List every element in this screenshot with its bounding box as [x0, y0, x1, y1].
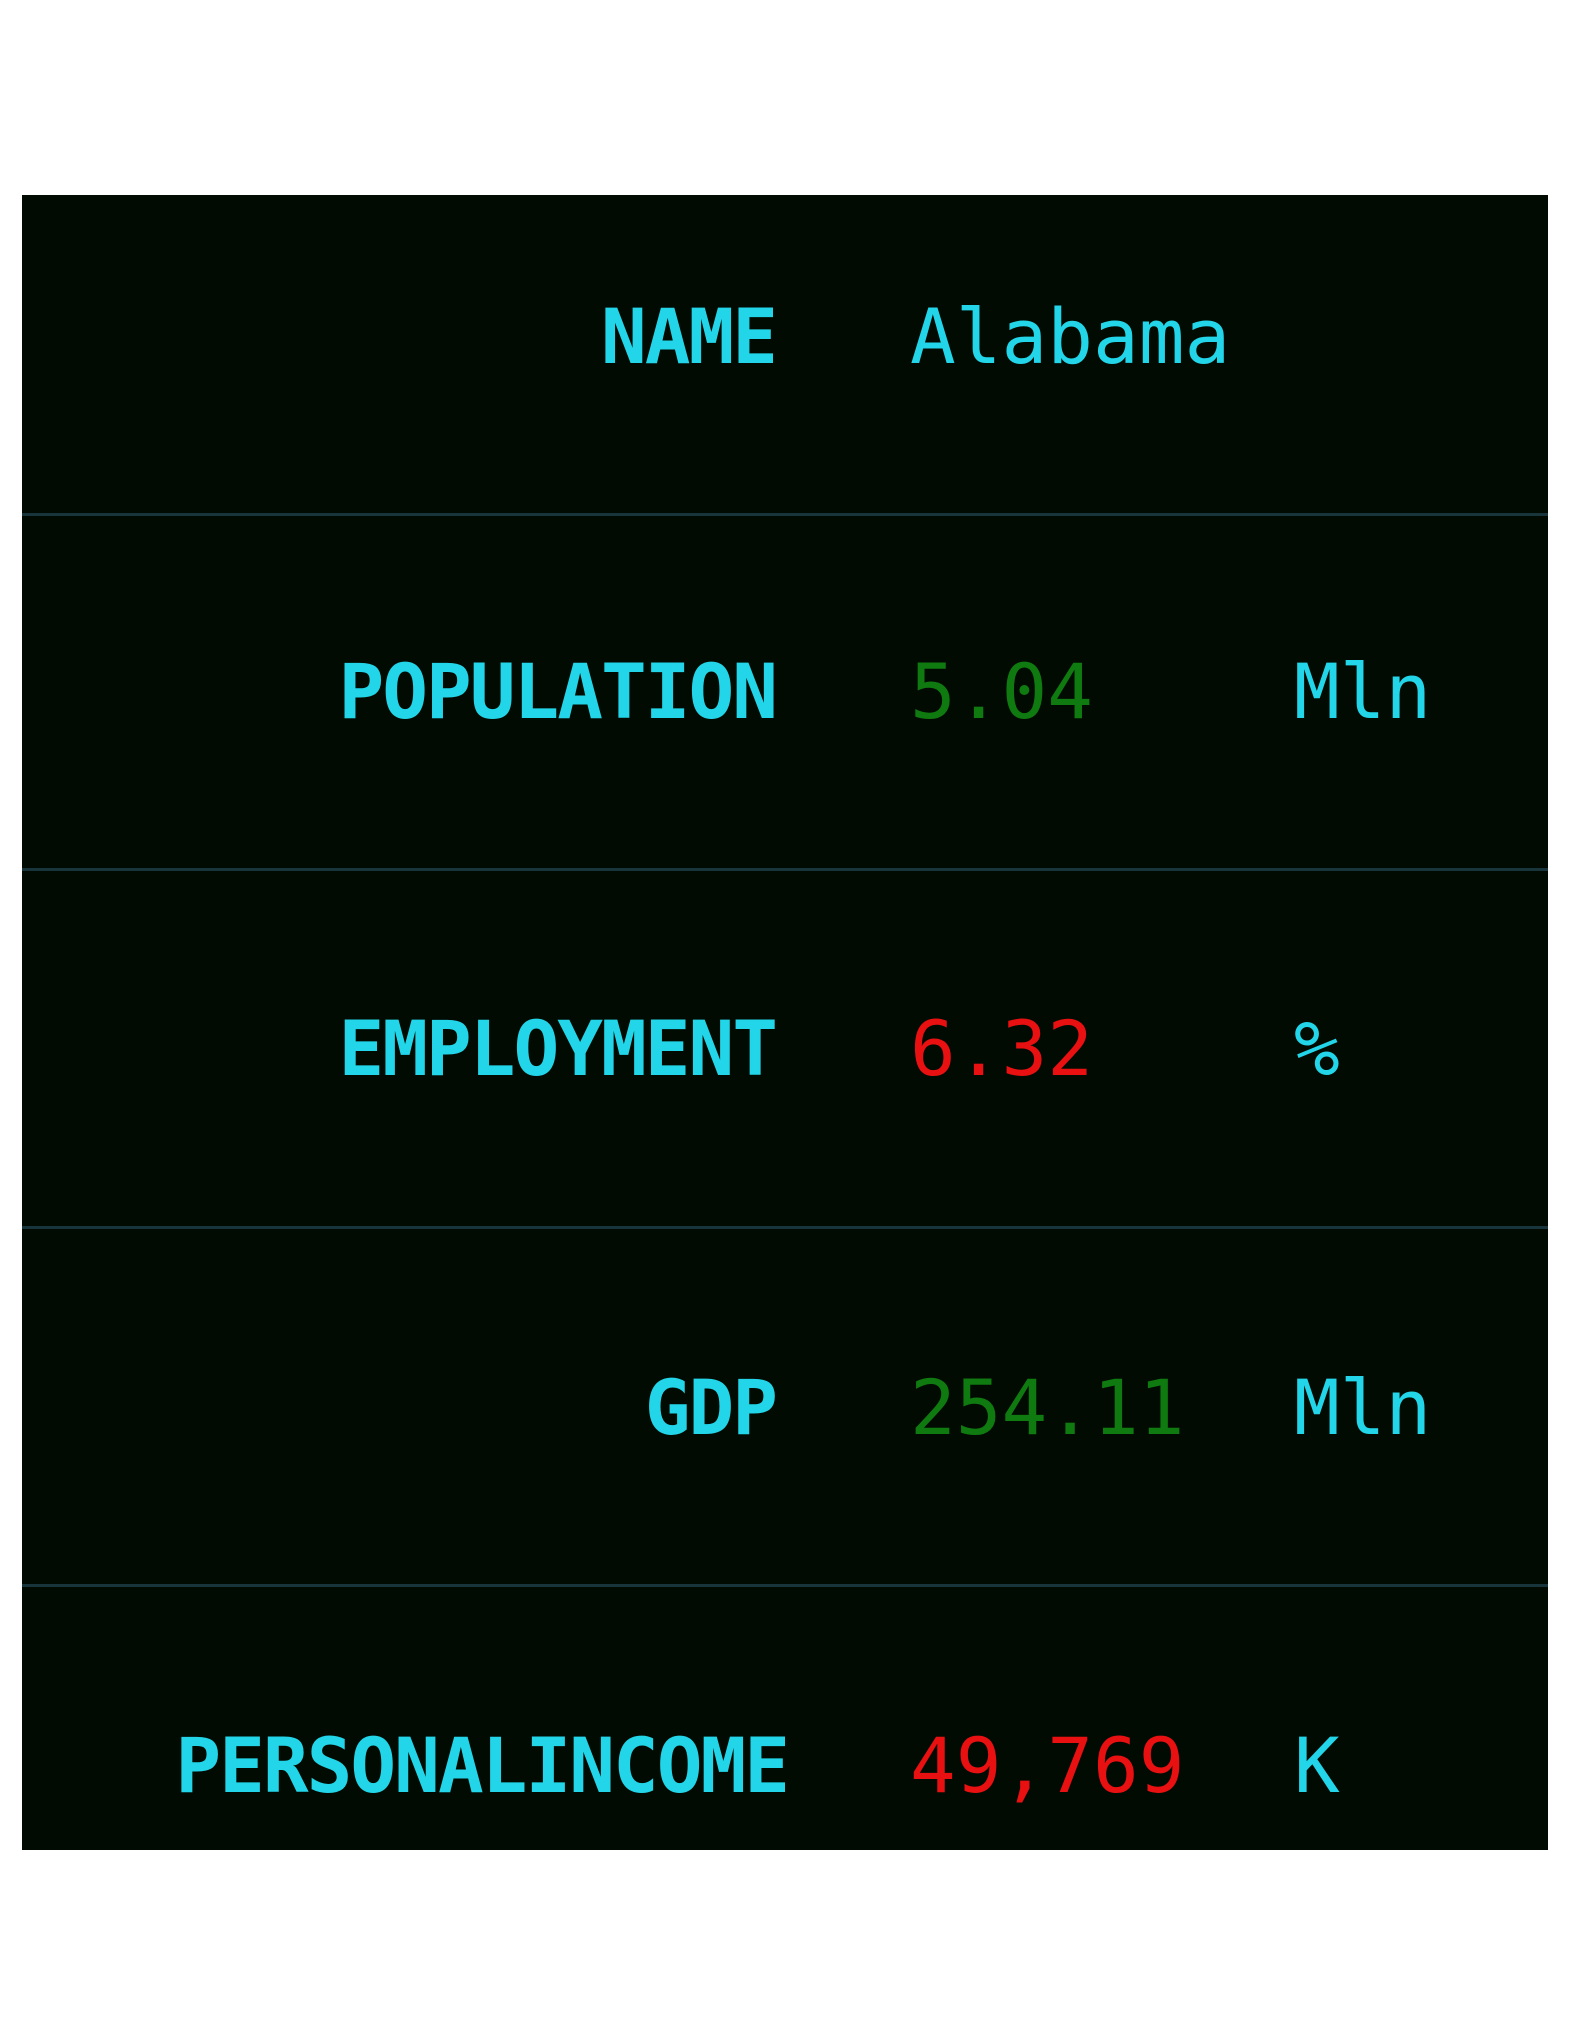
row-divider: [22, 1584, 1548, 1587]
row-divider: [22, 868, 1548, 871]
row-divider: [22, 1226, 1548, 1229]
row-unit-employment: %: [1294, 1004, 1340, 1093]
row-label-employment: EMPLOYMENT: [338, 1004, 778, 1093]
row-label-personalincome: PERSONALINCOME: [175, 1721, 790, 1810]
row-label-population: POPULATION: [338, 647, 778, 736]
row-unit-population: Mln: [1294, 647, 1432, 736]
row-value-gdp: 254.11: [910, 1363, 1185, 1452]
row-label-name: NAME: [600, 292, 778, 381]
data-table-panel: NAME Alabama POPULATION 5.04 Mln EMPLOYM…: [22, 195, 1548, 1850]
row-divider: [22, 513, 1548, 516]
table-row-employment: EMPLOYMENT 6.32 %: [22, 871, 1548, 1228]
row-label-gdp: GDP: [644, 1363, 778, 1452]
row-unit-gdp: Mln: [1294, 1363, 1432, 1452]
table-row-population: POPULATION 5.04 Mln: [22, 516, 1548, 868]
row-value-personalincome: 49,769: [910, 1721, 1185, 1810]
table-row-name: NAME Alabama: [22, 195, 1548, 513]
row-value-name: Alabama: [910, 292, 1231, 381]
table-row-personalincome: PERSONALINCOME 49,769 K: [22, 1587, 1548, 1850]
table-row-gdp: GDP 254.11 Mln: [22, 1229, 1548, 1584]
row-value-population: 5.04: [910, 647, 1094, 736]
row-unit-personalincome: K: [1294, 1721, 1340, 1810]
row-value-employment: 6.32: [910, 1004, 1094, 1093]
